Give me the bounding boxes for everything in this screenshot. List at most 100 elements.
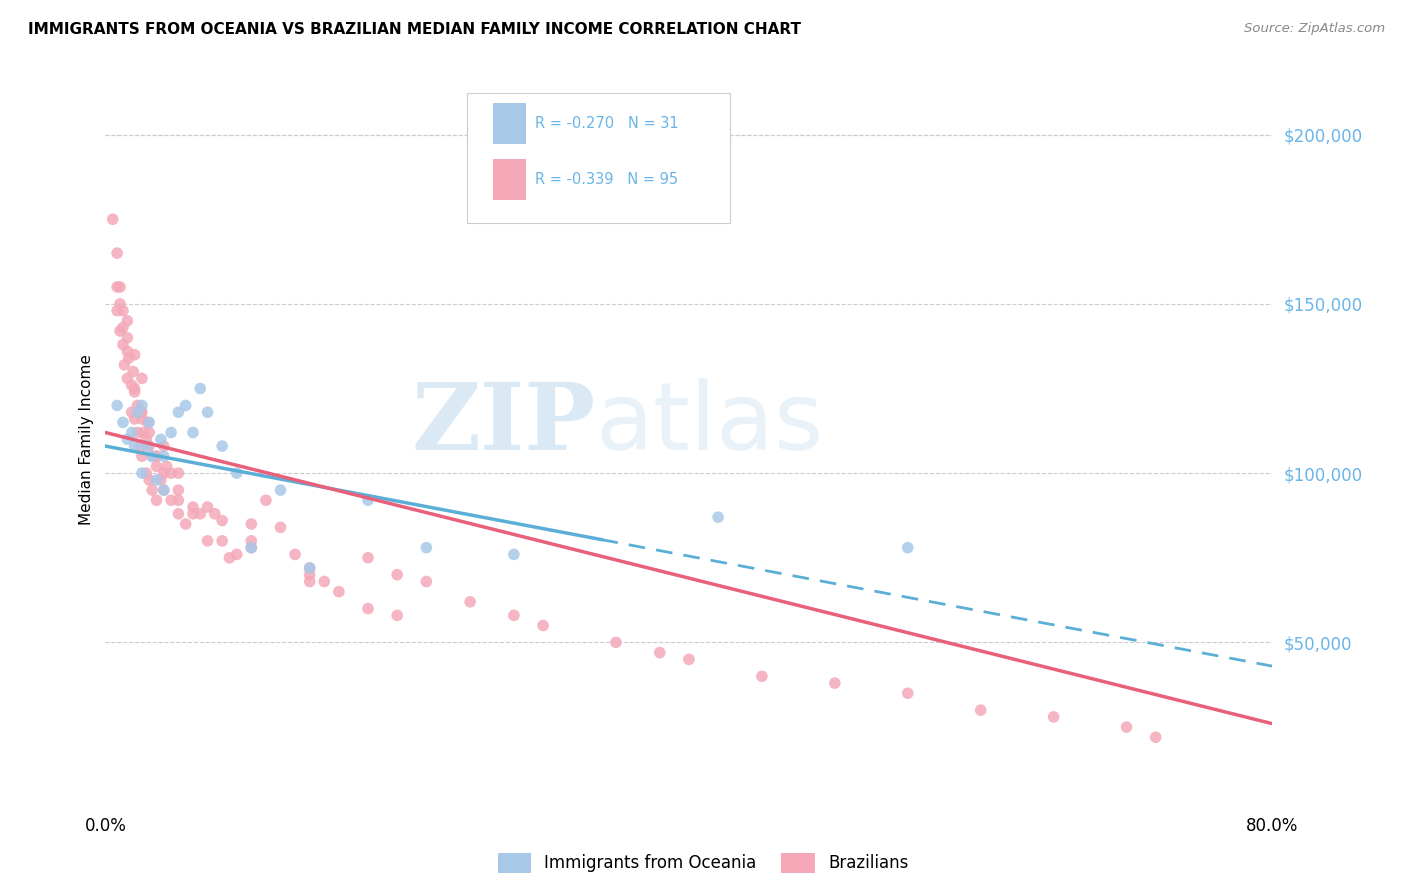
Point [678,652,700,666]
Point [240,516,263,531]
Point [328,584,350,599]
Point [149,433,172,447]
Point [145,449,167,463]
Point [197,500,219,514]
Point [153,439,174,453]
Point [503,608,526,623]
Point [298,567,321,582]
Point [112,358,135,372]
Point [357,493,380,508]
Point [105,246,128,260]
Point [314,574,336,589]
Point [129,405,152,419]
FancyBboxPatch shape [494,159,526,200]
Point [357,550,380,565]
Point [503,548,526,562]
Legend: Immigrants from Oceania, Brazilians: Immigrants from Oceania, Brazilians [491,847,915,880]
Text: R = -0.270   N = 31: R = -0.270 N = 31 [534,116,679,131]
Point [138,439,160,453]
Point [188,382,211,396]
Point [415,541,437,555]
Point [122,365,145,379]
Point [181,507,204,521]
Point [145,493,167,508]
Point [141,449,163,463]
Point [181,500,204,514]
Point [138,425,160,440]
Point [141,483,163,497]
Point [153,483,174,497]
Point [127,425,149,440]
Point [298,561,321,575]
Point [385,567,409,582]
Point [156,459,179,474]
Point [1042,710,1064,724]
Point [298,561,321,575]
Point [531,618,554,632]
Point [111,337,134,351]
Point [240,533,263,548]
Point [111,416,134,430]
Point [1115,720,1137,734]
Point [160,425,183,440]
Point [970,703,993,717]
Point [167,493,190,508]
Point [131,405,153,419]
Point [167,483,190,497]
Point [138,473,160,487]
Point [117,344,139,359]
Point [117,371,139,385]
Point [211,439,233,453]
Point [167,405,190,419]
Point [284,548,307,562]
Point [605,635,627,649]
Point [132,425,155,440]
Point [135,439,157,453]
Point [269,520,292,534]
Point [131,466,153,480]
Text: ZIP: ZIP [412,379,596,469]
Point [127,405,149,419]
Y-axis label: Median Family Income: Median Family Income [79,354,94,524]
Point [1144,730,1167,744]
Point [225,548,247,562]
Point [160,493,183,508]
Point [108,280,131,294]
Point [149,473,172,487]
FancyBboxPatch shape [467,93,730,223]
Point [240,541,263,555]
Point [269,483,292,497]
FancyBboxPatch shape [494,103,526,145]
Point [153,466,174,480]
Point [211,514,233,528]
Point [167,507,190,521]
Point [153,483,174,497]
Point [707,510,730,524]
Point [188,507,211,521]
Point [824,676,846,690]
Point [131,399,153,413]
Point [153,449,174,463]
Point [121,425,143,440]
Point [197,405,219,419]
Point [124,439,146,453]
Point [105,303,128,318]
Point [129,439,152,453]
Point [108,324,131,338]
Point [121,405,143,419]
Point [145,449,167,463]
Point [124,348,146,362]
Point [385,608,409,623]
Point [225,466,247,480]
Point [211,533,233,548]
Point [111,320,134,334]
Point [145,473,167,487]
Point [135,433,157,447]
Point [121,378,143,392]
Point [117,331,139,345]
Point [131,412,153,426]
Point [124,384,146,399]
Point [897,686,920,700]
Point [111,303,134,318]
Point [751,669,773,683]
